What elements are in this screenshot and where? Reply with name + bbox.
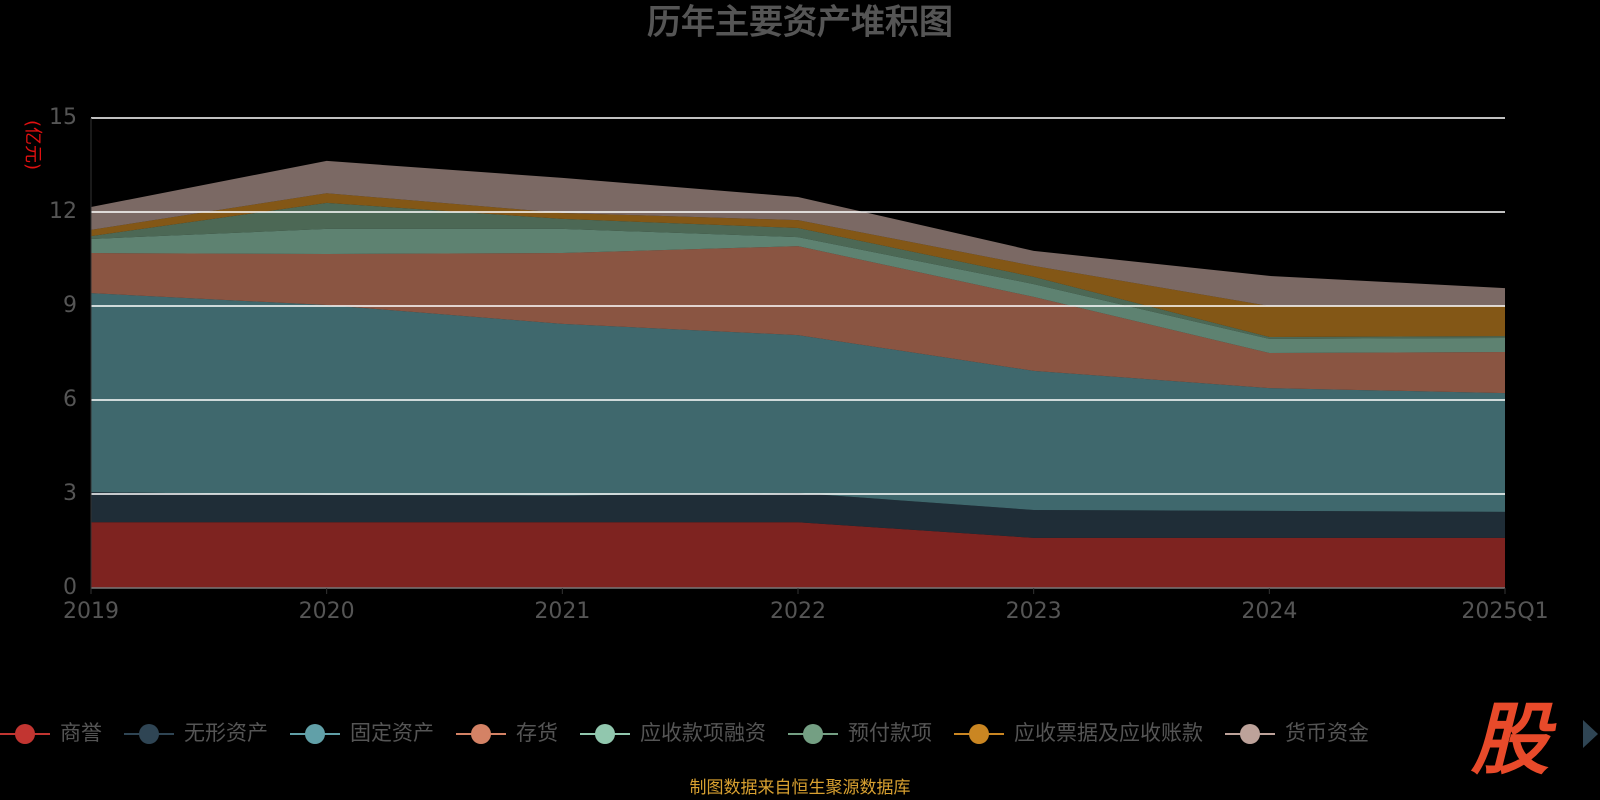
- legend-marker: [803, 724, 823, 744]
- legend-marker: [305, 724, 325, 744]
- area: [91, 228, 1505, 353]
- area: [91, 193, 1505, 338]
- legend-item[interactable]: 存货: [456, 721, 558, 745]
- y-axis-label: (亿元): [22, 120, 43, 170]
- legend-label: 应收票据及应收账款: [1014, 721, 1203, 745]
- legend-item[interactable]: 应收款项融资: [580, 721, 766, 745]
- legend-next[interactable]: [1583, 720, 1598, 748]
- legend-marker: [15, 724, 35, 744]
- legend-item[interactable]: 商誉: [0, 721, 102, 745]
- x-tick-label: 2019: [63, 599, 119, 624]
- legend-label: 无形资产: [184, 721, 268, 745]
- plot-area: [91, 160, 1505, 588]
- legend-item[interactable]: 应收票据及应收账款: [954, 721, 1203, 745]
- legend: 商誉 无形资产 固定资产 存货 应收款项融资 预付款项 应收票据及应收账款 货币资金: [0, 721, 1369, 745]
- x-tick-label: 2025Q1: [1461, 599, 1548, 624]
- legend-label: 固定资产: [350, 721, 434, 745]
- legend-marker: [471, 724, 491, 744]
- legend-label: 货币资金: [1285, 721, 1369, 745]
- area: [91, 522, 1505, 588]
- y-tick-label: 9: [63, 293, 77, 318]
- x-tick-label: 2024: [1241, 599, 1297, 624]
- legend-label: 存货: [516, 721, 558, 745]
- legend-item[interactable]: 预付款项: [788, 721, 932, 745]
- area: [91, 160, 1505, 306]
- x-tick-label: 2023: [1006, 599, 1062, 624]
- source-note: 制图数据来自恒生聚源数据库: [690, 778, 911, 798]
- legend-marker: [139, 724, 159, 744]
- y-tick-label: 3: [63, 481, 77, 506]
- y-tick-label: 15: [49, 105, 77, 130]
- logo: 股: [1470, 695, 1557, 785]
- area: [91, 293, 1505, 512]
- y-tick-label: 0: [63, 575, 77, 600]
- axes: 0 3 6 9 12 15 2019 2020 2021 2022 2023 2024 2025Q1: [49, 105, 1549, 624]
- legend-label: 商誉: [60, 721, 102, 745]
- legend-marker: [595, 724, 615, 744]
- legend-marker: [1240, 724, 1260, 744]
- legend-item[interactable]: 固定资产: [290, 721, 434, 745]
- legend-item[interactable]: 货币资金: [1225, 721, 1369, 745]
- x-tick-label: 2022: [770, 599, 826, 624]
- legend-marker: [969, 724, 989, 744]
- y-tick-label: 12: [49, 199, 77, 224]
- area: [91, 492, 1505, 538]
- chart-title: 历年主要资产堆积图: [647, 3, 953, 43]
- legend-item[interactable]: 无形资产: [124, 721, 268, 745]
- y-tick-label: 6: [63, 387, 77, 412]
- x-tick-label: 2021: [534, 599, 590, 624]
- legend-label: 应收款项融资: [640, 721, 766, 745]
- legend-label: 预付款项: [848, 721, 932, 745]
- area: [91, 202, 1505, 339]
- area: [91, 246, 1505, 394]
- x-tick-label: 2020: [299, 599, 355, 624]
